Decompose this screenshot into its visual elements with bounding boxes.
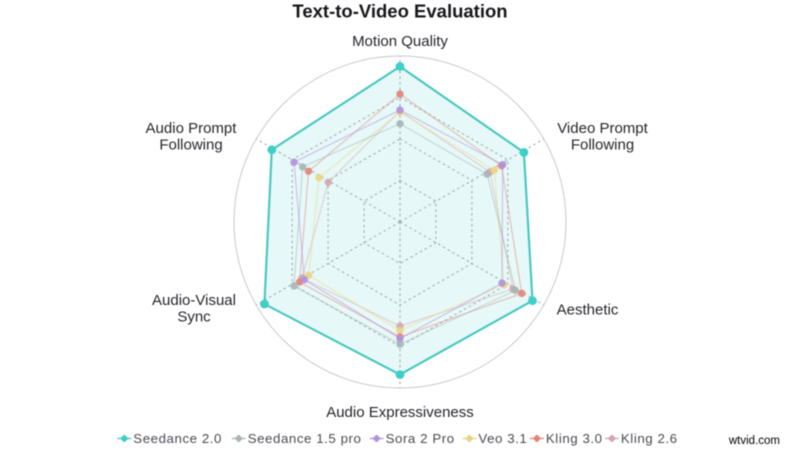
svg-text:Audio Expressiveness: Audio Expressiveness [326, 404, 474, 421]
svg-text:Kling 3.0: Kling 3.0 [546, 431, 603, 446]
svg-text:Kling 2.6: Kling 2.6 [621, 431, 678, 446]
svg-text:wtvid.com: wtvid.com [728, 435, 780, 447]
svg-text:Sora 2 Pro: Sora 2 Pro [386, 431, 455, 446]
svg-text:Seedance 1.5 pro: Seedance 1.5 pro [248, 431, 362, 446]
svg-text:Video Prompt: Video Prompt [557, 120, 648, 137]
svg-text:Following: Following [571, 137, 634, 154]
svg-text:Following: Following [159, 137, 222, 154]
svg-text:Text-to-Video Evaluation: Text-to-Video Evaluation [292, 1, 507, 22]
svg-text:Audio Prompt: Audio Prompt [146, 120, 238, 137]
svg-text:Veo 3.1: Veo 3.1 [478, 431, 527, 446]
svg-text:Sync: Sync [177, 309, 211, 326]
svg-text:Seedance 2.0: Seedance 2.0 [133, 431, 222, 446]
svg-text:Audio-Visual: Audio-Visual [152, 292, 236, 309]
svg-text:Aesthetic: Aesthetic [557, 302, 619, 319]
svg-text:Motion Quality: Motion Quality [352, 33, 448, 50]
